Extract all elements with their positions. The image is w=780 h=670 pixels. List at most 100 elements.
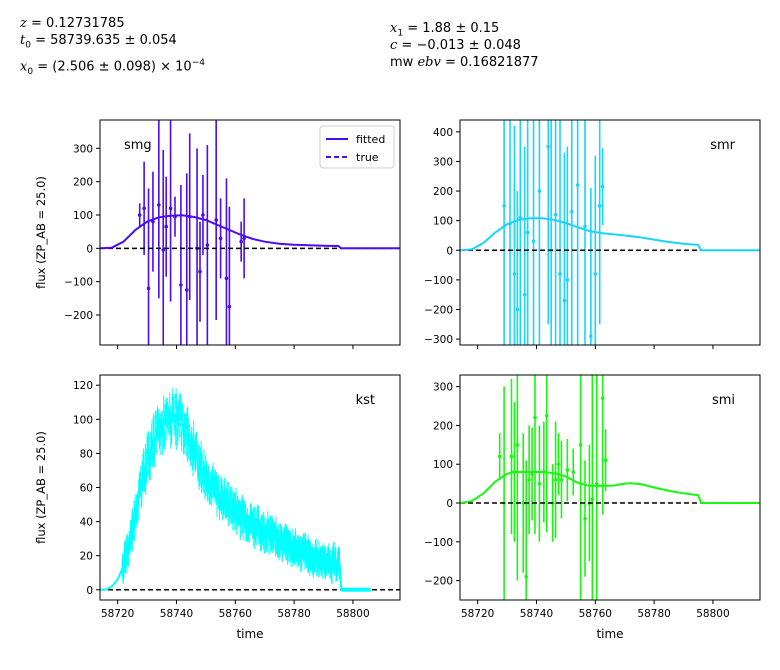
data-point <box>558 272 562 276</box>
data-point <box>593 272 598 276</box>
data-point <box>218 236 223 241</box>
y-tick-label: 100 <box>433 459 453 471</box>
data-point <box>583 224 587 229</box>
y-tick-label: 200 <box>73 177 93 189</box>
y-tick-label: −100 <box>64 277 93 289</box>
param-c: c = −0.013 ± 0.048 <box>390 38 521 54</box>
y-tick-label: −300 <box>424 334 453 346</box>
y-tick-label: −100 <box>424 537 453 549</box>
y-tick-label: 400 <box>433 127 453 139</box>
y-tick-label: 0 <box>446 498 453 510</box>
x-axis-label: time <box>596 627 623 641</box>
data-point <box>179 283 183 287</box>
data-point <box>509 454 514 459</box>
param-symbol: z <box>20 16 27 31</box>
param-symbol: c <box>390 38 398 53</box>
fitted-curve <box>460 217 760 252</box>
y-tick-label: −100 <box>424 275 453 287</box>
param-mwebv: mw ebv = 0.16821877 <box>390 55 539 71</box>
data-point <box>497 454 502 459</box>
y-tick-label: −200 <box>64 310 93 322</box>
data-point <box>544 413 549 418</box>
y-tick-label: 300 <box>433 156 453 168</box>
data-point <box>137 213 142 217</box>
x-tick-label: 58800 <box>696 608 729 620</box>
x-tick-label: 58780 <box>277 608 310 620</box>
data-point <box>227 304 232 309</box>
plot-area <box>460 375 760 600</box>
param-z-value: = 0.12731785 <box>31 16 125 31</box>
y-tick-label: 0 <box>86 585 93 597</box>
data-point <box>575 183 580 187</box>
y-tick-label: −200 <box>424 576 453 588</box>
panel-kst: 0 20 40 60 80 100 120 58720 58740 58760 58780 58800… <box>34 374 401 641</box>
x-tick-label: 58720 <box>101 608 134 620</box>
data-point <box>527 477 531 482</box>
data-point <box>242 236 246 241</box>
y-tick-label: 100 <box>433 216 453 228</box>
data-point <box>565 278 570 282</box>
data-point <box>600 396 605 401</box>
param-mwebv-value: = 0.16821877 <box>444 55 539 70</box>
data-point <box>553 477 558 482</box>
y-tick-label: 200 <box>433 186 453 198</box>
data-point <box>559 477 564 482</box>
param-symbol: t <box>20 33 26 48</box>
y-tick-label: 120 <box>73 380 93 392</box>
band-label: kst <box>356 393 375 408</box>
param-x1-value: = 1.88 ± 0.15 <box>407 21 500 36</box>
y-tick-label: 80 <box>80 448 93 460</box>
param-symbol: ebv <box>417 55 441 70</box>
data-point <box>537 189 542 193</box>
data-point <box>531 239 536 244</box>
data-point <box>515 443 520 447</box>
plot-frame <box>459 374 761 601</box>
y-tick-label: 100 <box>73 210 93 222</box>
y-tick-label: 300 <box>73 143 93 155</box>
band-label: smg <box>124 138 152 153</box>
data-point <box>184 288 189 292</box>
y-tick-label: 60 <box>80 483 93 495</box>
data-point <box>578 443 583 447</box>
param-symbol: x <box>390 21 398 36</box>
data-point <box>546 144 551 149</box>
data-point <box>164 224 168 229</box>
param-z: z = 0.12731785 <box>20 16 125 32</box>
param-x1: x1 = 1.88 ± 0.15 <box>390 21 500 39</box>
x-tick-label: 58800 <box>336 608 369 620</box>
legend-true-label: true <box>356 151 379 164</box>
y-tick-label: 100 <box>73 414 93 426</box>
data-point <box>214 218 218 222</box>
data-point <box>589 334 593 338</box>
data-point <box>603 458 608 463</box>
plot-area <box>100 387 400 592</box>
data-point <box>502 204 506 208</box>
data-point <box>600 184 605 189</box>
data-point <box>556 462 561 467</box>
legend-fitted-label: fitted <box>356 133 385 146</box>
x-tick-label: 58720 <box>461 608 494 620</box>
data-point <box>142 206 146 211</box>
panel-smg: −200 −100 0 100 200 300 smg flux (ZP_AB = 25.0)… <box>34 119 401 349</box>
y-axis-label: flux (ZP_AB = 25.0) <box>34 176 48 289</box>
data-point <box>524 574 528 579</box>
param-x0: x0 = (2.506 ± 0.098) × 10−4 <box>20 58 205 77</box>
data-point <box>569 209 574 214</box>
y-tick-label: 0 <box>446 245 453 257</box>
data-point <box>553 212 558 217</box>
panel-smr: −300 −200 −100 0 100 200 300 400 smr <box>424 119 761 349</box>
data-point <box>537 481 542 486</box>
data-point <box>161 248 166 252</box>
data-point <box>594 481 599 486</box>
data-point <box>571 470 576 474</box>
x-tick-label: 58740 <box>520 608 553 620</box>
param-symbol: x <box>20 59 28 75</box>
y-tick-label: 20 <box>80 551 93 563</box>
data-point <box>512 272 517 276</box>
band-label: smi <box>712 393 735 408</box>
data-point <box>530 472 534 476</box>
data-point <box>521 501 526 505</box>
data-point <box>168 206 173 211</box>
x-tick-label: 58760 <box>579 608 612 620</box>
y-tick-label: 0 <box>86 243 93 255</box>
